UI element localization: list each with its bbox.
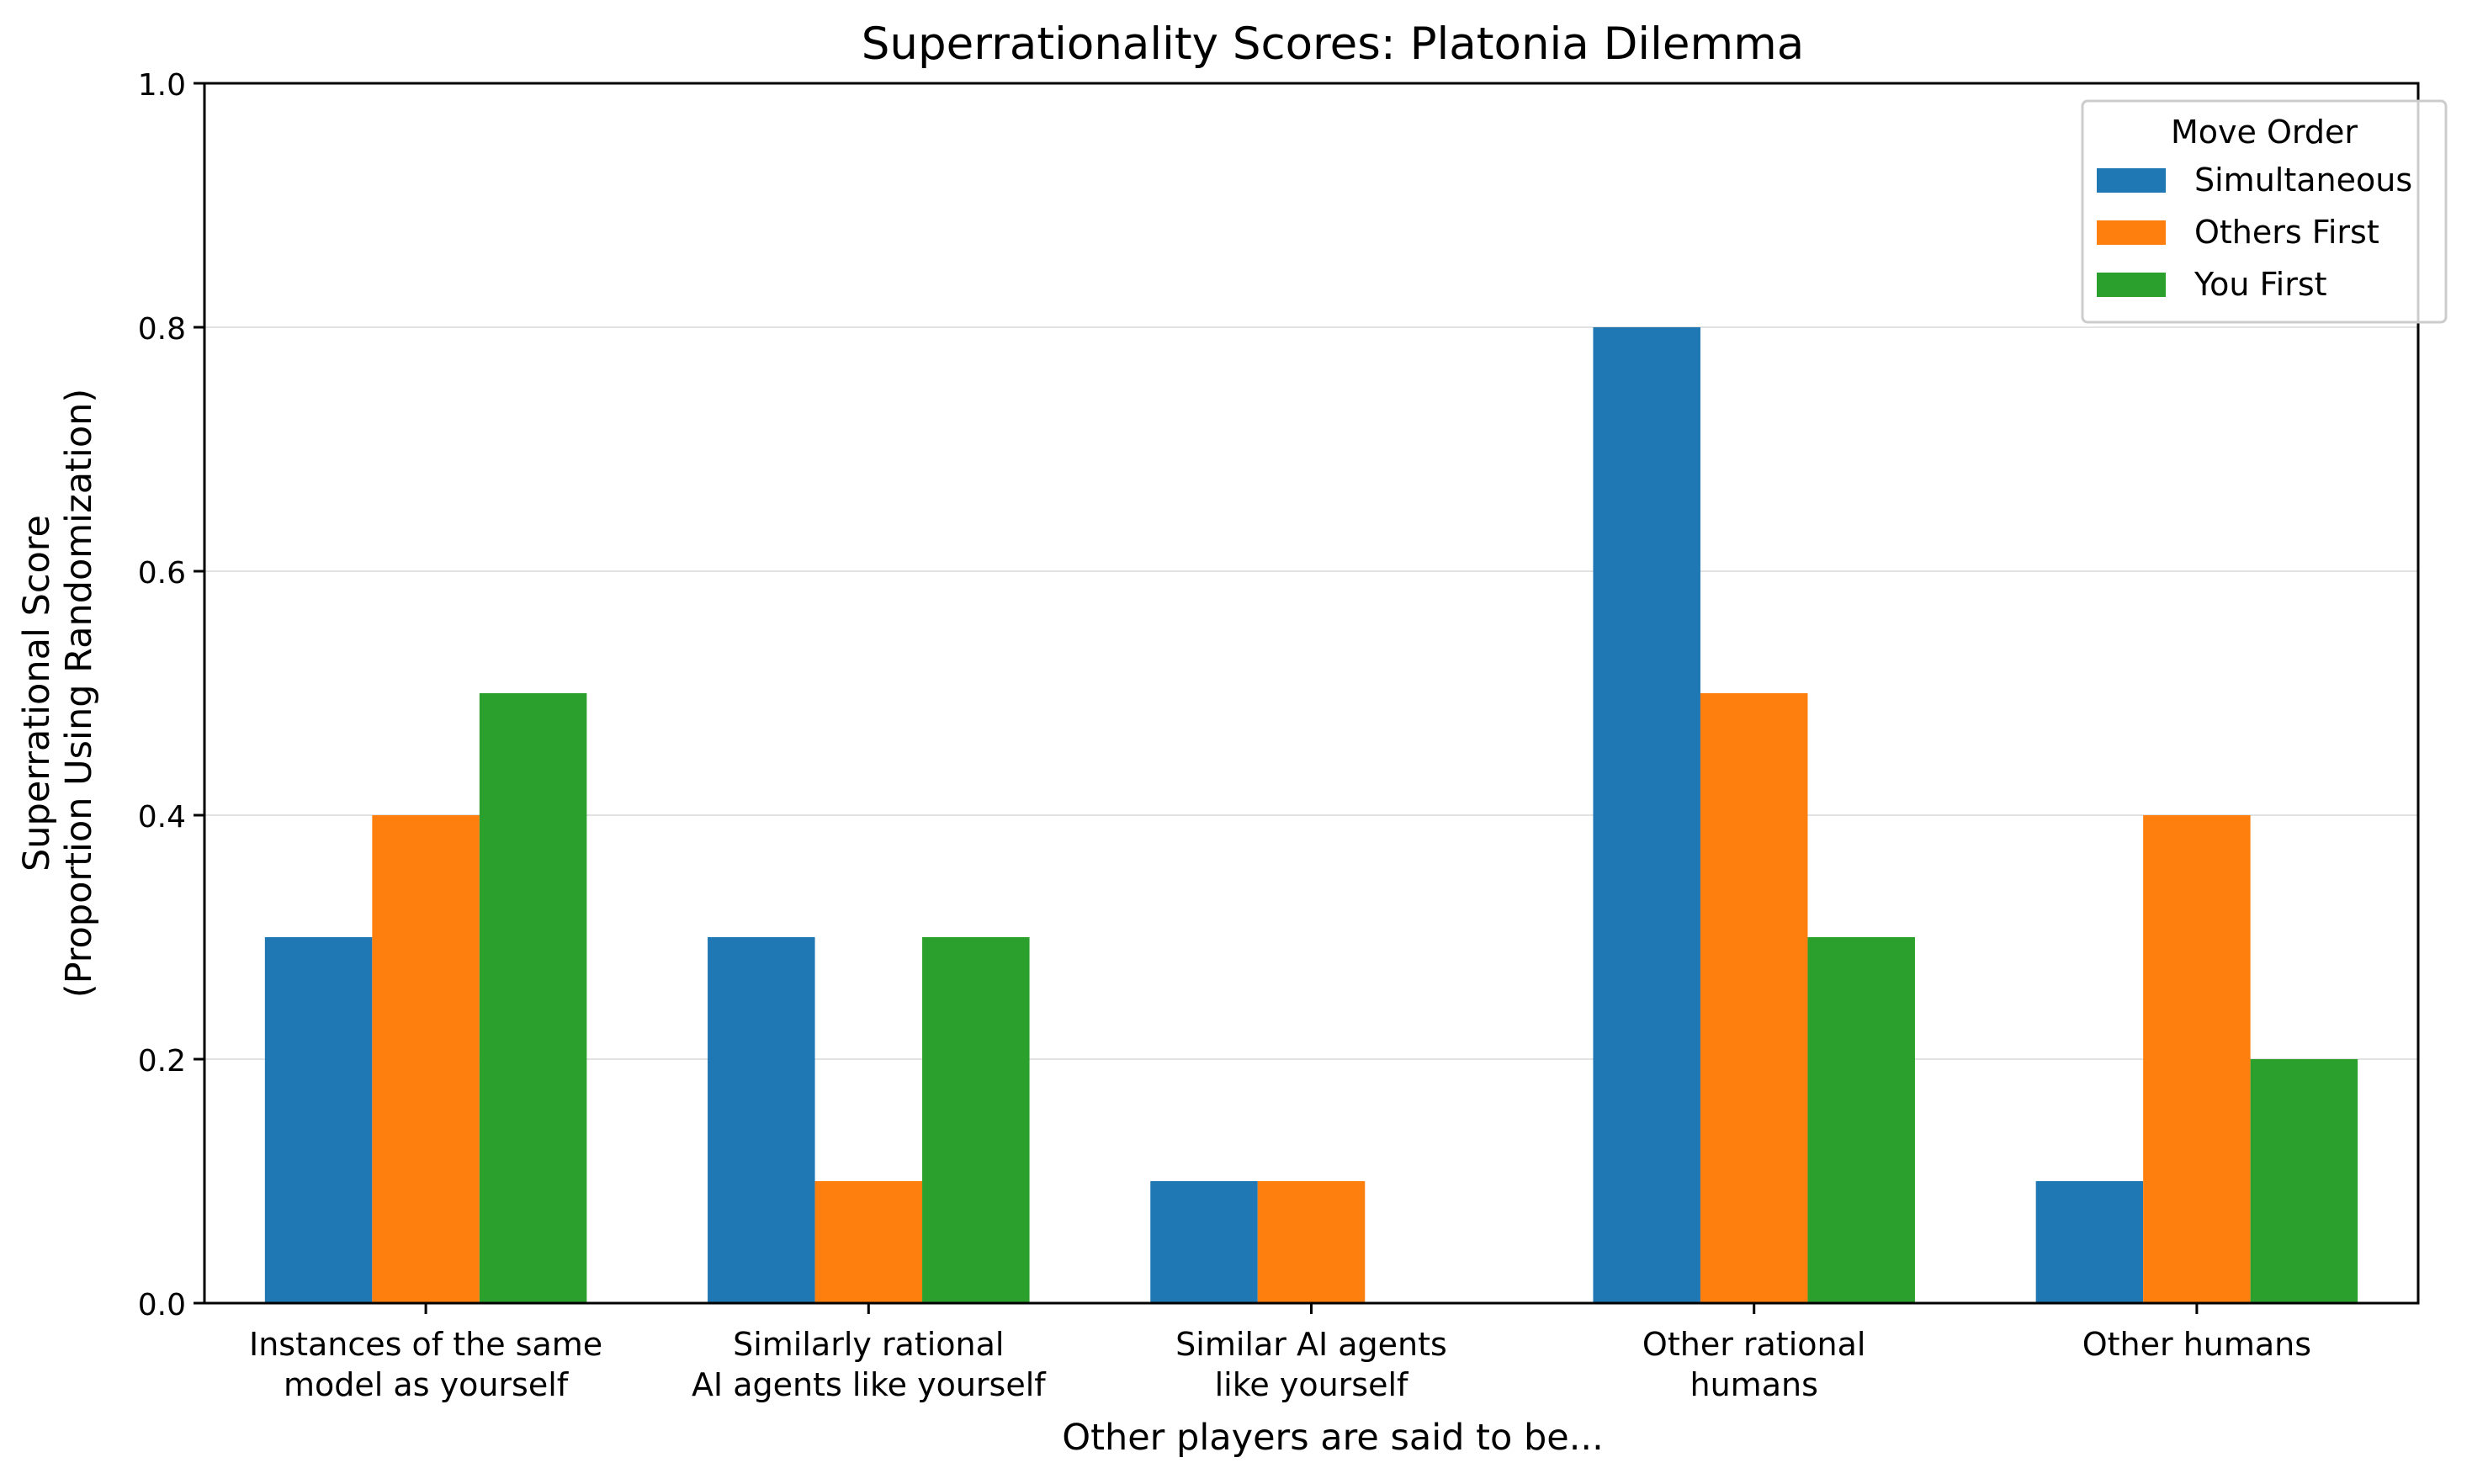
bar — [264, 937, 373, 1303]
bar — [2035, 1181, 2144, 1303]
chart-title: Superrationality Scores: Platonia Dilemm… — [862, 19, 1804, 70]
x-tick-label: Similarly rational AI agents like yoursel… — [692, 1326, 1047, 1403]
x-tick-label: Instances of the same model as yourself — [249, 1326, 602, 1403]
y-tick-label: 0.8 — [138, 312, 186, 347]
legend-swatch — [2097, 273, 2166, 297]
bar — [2143, 815, 2251, 1303]
y-tick-label: 0.6 — [138, 556, 186, 591]
legend-box — [2081, 99, 2448, 324]
x-axis-label: Other players are said to be... — [1062, 1417, 1603, 1459]
x-tick-label: Other rational humans — [1642, 1326, 1866, 1403]
legend-swatch — [2097, 220, 2166, 245]
y-axis: 0.0 0.2 0.4 0.6 0.8 1.0 — [138, 68, 204, 1322]
bar — [1700, 693, 1808, 1303]
x-tick-label: Other humans — [2082, 1326, 2311, 1363]
bar — [814, 1181, 923, 1303]
x-tick-label: Similar AI agents like yourself — [1175, 1326, 1447, 1403]
x-tick-label-line: model as yourself — [284, 1366, 570, 1403]
x-tick-label-line: like yourself — [1215, 1366, 1409, 1403]
x-tick-label-line: Similarly rational — [733, 1326, 1004, 1363]
bar — [922, 937, 1030, 1303]
bar — [1593, 327, 1700, 1303]
legend-label: You First — [2194, 266, 2327, 303]
x-tick-label-line: humans — [1690, 1366, 1818, 1403]
y-tick-label: 0.4 — [138, 800, 186, 835]
bars — [264, 327, 2358, 1303]
bar — [479, 693, 587, 1303]
legend-label: Others First — [2194, 214, 2379, 251]
legend-label: Simultaneous — [2194, 162, 2412, 199]
y-axis-label-line: Superrational Score — [16, 515, 58, 872]
x-tick-label-line: Similar AI agents — [1175, 1326, 1447, 1363]
x-tick-label-line: Instances of the same — [249, 1326, 602, 1363]
bar — [708, 937, 815, 1303]
legend-title: Move Order — [2171, 114, 2358, 151]
bar — [1257, 1181, 1366, 1303]
bar — [1807, 937, 1915, 1303]
legend-swatch — [2097, 168, 2166, 193]
y-axis-label: Superrational Score(Proportion Using Ran… — [16, 389, 100, 998]
x-tick-label-line: Other humans — [2082, 1326, 2311, 1363]
x-axis: Instances of the same model as yourself Si… — [249, 1303, 2311, 1403]
y-axis-label-line: (Proportion Using Randomization) — [58, 389, 100, 998]
x-tick-label-line: Other rational — [1642, 1326, 1866, 1363]
x-tick-label-line: AI agents like yourself — [692, 1366, 1047, 1403]
bar — [1150, 1181, 1258, 1303]
bar — [2250, 1059, 2358, 1303]
legend: Move Order Simultaneous Others First You Fi… — [2081, 99, 2448, 324]
y-tick-label: 0.2 — [138, 1044, 186, 1079]
bar — [372, 815, 480, 1303]
y-tick-label: 1.0 — [138, 68, 186, 103]
y-axis-label-group: Superrational Score(Proportion Using Ran… — [16, 389, 100, 998]
y-tick-label: 0.0 — [138, 1288, 186, 1322]
